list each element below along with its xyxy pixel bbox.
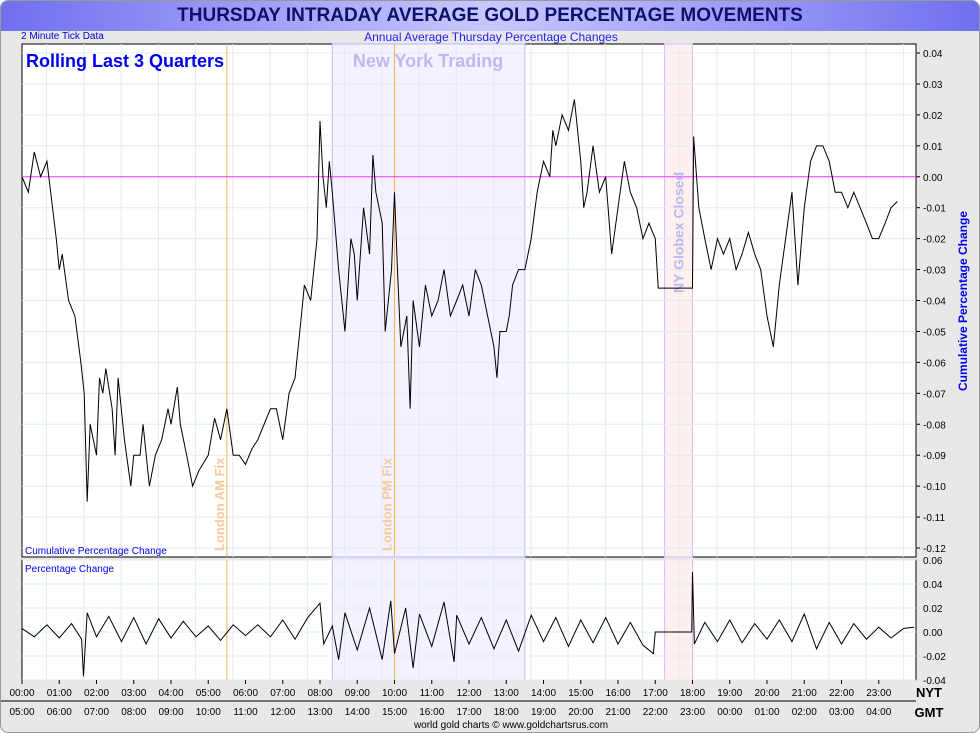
- x-tick-label-nyt: 12:00: [456, 688, 481, 699]
- x-tick-label-nyt: 19:00: [717, 688, 742, 699]
- y-tick-label: -0.02: [923, 652, 946, 663]
- y-tick-label: -0.06: [923, 358, 946, 369]
- x-tick-label-nyt: 05:00: [196, 688, 221, 699]
- x-tick-label-nyt: 01:00: [47, 688, 72, 699]
- nyt-label: NYT: [916, 685, 942, 700]
- x-tick-label-nyt: 13:00: [494, 688, 519, 699]
- x-tick-label-gmt: 01:00: [754, 707, 779, 718]
- y-tick-label: -0.12: [923, 544, 946, 555]
- x-tick-label-nyt: 17:00: [643, 688, 668, 699]
- chart-title: THURSDAY INTRADAY AVERAGE GOLD PERCENTAG…: [177, 5, 803, 26]
- y-tick-label: 0.01: [923, 142, 943, 153]
- x-tick-label-gmt: 16:00: [419, 707, 444, 718]
- ny-trading-label: New York Trading: [353, 51, 503, 71]
- y-tick-label: -0.04: [923, 297, 946, 308]
- x-tick-label-gmt: 21:00: [605, 707, 630, 718]
- y-tick-label: 0.04: [923, 49, 943, 60]
- x-tick-label-nyt: 14:00: [531, 688, 556, 699]
- y-tick-label: -0.11: [923, 513, 945, 524]
- x-tick-label-gmt: 19:00: [531, 707, 556, 718]
- x-tick-label-nyt: 21:00: [792, 688, 817, 699]
- x-tick-label-nyt: 09:00: [345, 688, 370, 699]
- x-tick-label-nyt: 06:00: [233, 688, 258, 699]
- x-tick-label-nyt: 20:00: [754, 688, 779, 699]
- y-tick-label: -0.07: [923, 389, 946, 400]
- cumulative-series-line: [21, 99, 898, 502]
- x-tick-label-nyt: 16:00: [605, 688, 630, 699]
- y-tick-label: -0.03: [923, 266, 946, 277]
- x-tick-label-gmt: 02:00: [792, 707, 817, 718]
- x-tick-label-nyt: 11:00: [420, 688, 445, 699]
- x-tick-label-gmt: 22:00: [643, 707, 668, 718]
- percentage-panel-label: Percentage Change: [25, 564, 114, 575]
- y-tick-label: 0.03: [923, 80, 943, 91]
- y-tick-label: -0.02: [923, 235, 946, 246]
- percentage-series-line: [21, 571, 915, 677]
- y-tick-label: -0.05: [923, 327, 946, 338]
- y-tick-label: 0.06: [923, 556, 943, 567]
- y-tick-label: -0.09: [923, 451, 946, 462]
- london-am-fix-label: London AM Fix: [212, 457, 227, 551]
- y-tick-label: -0.10: [923, 482, 946, 493]
- x-tick-label-gmt: 05:00: [9, 707, 34, 718]
- title-bar: THURSDAY INTRADAY AVERAGE GOLD PERCENTAG…: [1, 1, 979, 31]
- ny-trading-band: [331, 559, 526, 681]
- y-tick-label: -0.08: [923, 420, 946, 431]
- x-tick-label-gmt: 07:00: [84, 707, 109, 718]
- footer-credit: world gold charts © www.goldchartsrus.co…: [413, 720, 608, 731]
- globex-closed-band: [664, 559, 693, 681]
- y-tick-label: 0.02: [923, 111, 943, 122]
- x-tick-label-nyt: 08:00: [307, 688, 332, 699]
- x-tick-label-gmt: 06:00: [47, 707, 72, 718]
- x-tick-label-gmt: 09:00: [158, 707, 183, 718]
- x-tick-label-nyt: 04:00: [158, 688, 183, 699]
- y-tick-label: 0.00: [923, 628, 943, 639]
- cumulative-panel-label: Cumulative Percentage Change: [25, 546, 167, 557]
- x-tick-label-nyt: 00:00: [9, 688, 34, 699]
- x-tick-label-gmt: 15:00: [382, 707, 407, 718]
- x-tick-label-nyt: 15:00: [568, 688, 593, 699]
- y-tick-label: -0.04: [923, 676, 946, 687]
- x-tick-label-gmt: 23:00: [680, 707, 705, 718]
- x-tick-label-gmt: 10:00: [196, 707, 221, 718]
- x-tick-label-gmt: 13:00: [307, 707, 332, 718]
- x-tick-label-gmt: 08:00: [121, 707, 146, 718]
- tick-data-note: 2 Minute Tick Data: [21, 31, 104, 42]
- x-tick-label-gmt: 04:00: [866, 707, 891, 718]
- x-tick-label-gmt: 17:00: [456, 707, 481, 718]
- y-tick-label: 0.04: [923, 580, 943, 591]
- rolling-heading: Rolling Last 3 Quarters: [26, 51, 224, 71]
- x-tick-label-gmt: 14:00: [345, 707, 370, 718]
- y-tick-label: 0.02: [923, 604, 943, 615]
- x-tick-label-nyt: 02:00: [84, 688, 109, 699]
- x-tick-label-nyt: 23:00: [866, 688, 891, 699]
- london-pm-fix-label: London PM Fix: [380, 457, 395, 551]
- x-tick-label-gmt: 00:00: [717, 707, 742, 718]
- x-tick-label-nyt: 10:00: [382, 688, 407, 699]
- x-tick-label-gmt: 11:00: [233, 707, 258, 718]
- y-axis-title: Cumulative Percentage Change: [956, 211, 970, 391]
- gmt-label: GMT: [915, 705, 944, 720]
- chart-subtitle: Annual Average Thursday Percentage Chang…: [364, 30, 618, 44]
- x-tick-label-nyt: 07:00: [270, 688, 295, 699]
- y-tick-label: -0.01: [923, 204, 946, 215]
- x-tick-label-gmt: 03:00: [829, 707, 854, 718]
- x-tick-label-nyt: 03:00: [121, 688, 146, 699]
- globex-closed-label: NY Globex Closed: [670, 172, 686, 293]
- x-tick-label-gmt: 20:00: [568, 707, 593, 718]
- x-tick-label-gmt: 12:00: [270, 707, 295, 718]
- x-tick-label-nyt: 22:00: [829, 688, 854, 699]
- y-tick-label: 0.00: [923, 173, 943, 184]
- x-tick-label-gmt: 18:00: [494, 707, 519, 718]
- x-tick-label-nyt: 18:00: [680, 688, 705, 699]
